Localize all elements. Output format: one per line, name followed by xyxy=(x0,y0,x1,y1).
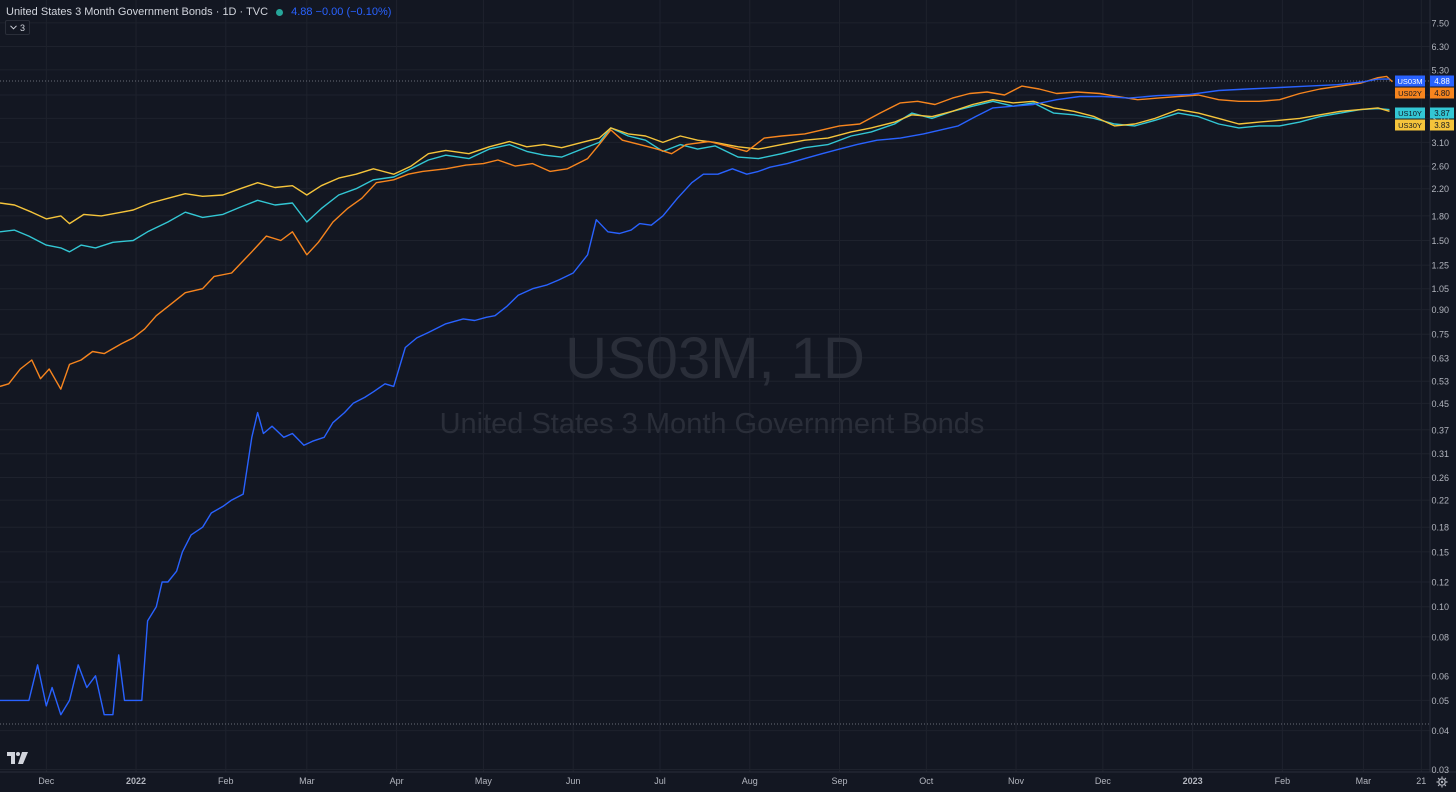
price-tick-label: 0.15 xyxy=(1431,547,1449,557)
time-tick-label: Mar xyxy=(299,776,315,786)
series-value-label: 3.87 xyxy=(1434,109,1450,118)
time-tick-label: Dec xyxy=(1095,776,1112,786)
tradingview-logo-icon[interactable] xyxy=(7,752,29,764)
price-tick-label: 0.37 xyxy=(1431,425,1449,435)
series-value-badge xyxy=(1430,107,1454,119)
price-lines xyxy=(0,80,1430,725)
price-tick-label: 7.50 xyxy=(1431,18,1449,28)
settings-gear-icon[interactable] xyxy=(1436,776,1448,788)
indicators-collapse-button[interactable]: 3 xyxy=(5,20,31,35)
price-tick-label: 1.05 xyxy=(1431,284,1449,294)
price-tick-label: 0.90 xyxy=(1431,305,1449,315)
price-tick-label: 6.30 xyxy=(1431,42,1449,52)
indicators-count: 3 xyxy=(20,22,26,33)
series-name-label: US30Y xyxy=(1398,121,1422,130)
series-lines[interactable] xyxy=(0,75,1393,716)
time-tick-label: 2023 xyxy=(1183,776,1203,786)
time-tick-label: Feb xyxy=(1275,776,1291,786)
price-tick-label: 0.63 xyxy=(1431,353,1449,363)
price-tick-label: 0.26 xyxy=(1431,473,1449,483)
series-name-badge xyxy=(1395,87,1425,99)
price-tick-label: 0.08 xyxy=(1431,632,1449,642)
price-tick-label: 0.22 xyxy=(1431,496,1449,506)
series-name-label: US10Y xyxy=(1398,109,1422,118)
time-tick-label: Mar xyxy=(1356,776,1372,786)
price-tick-label: 0.12 xyxy=(1431,578,1449,588)
series-value-label: 3.83 xyxy=(1434,121,1450,130)
series-value-label: 4.88 xyxy=(1434,77,1450,86)
series-labels: US03M 4.88 US02Y 4.80 US10Y 3.87 US30Y 3.83 xyxy=(1395,75,1454,131)
series-name-badge xyxy=(1395,75,1425,87)
series-value-badge xyxy=(1430,119,1454,131)
chart-header: United States 3 Month Government Bonds ·… xyxy=(6,4,391,20)
series-name-label: US03M xyxy=(1397,77,1422,86)
price-tick-label: 2.60 xyxy=(1431,162,1449,172)
series-line-us10y[interactable] xyxy=(0,100,1390,253)
price-tick-label: 0.06 xyxy=(1431,671,1449,681)
time-tick-label: Aug xyxy=(742,776,758,786)
series-value-label: 4.80 xyxy=(1434,89,1450,98)
price-tick-label: 0.03 xyxy=(1431,765,1449,775)
time-tick-label: 2022 xyxy=(126,776,146,786)
time-axis[interactable]: Dec 2022 Feb Mar Apr May Jun Jul Aug Sep Oct Nov Dec… xyxy=(38,776,1426,786)
time-tick-label: Jul xyxy=(654,776,666,786)
price-tick-label: 0.31 xyxy=(1431,449,1449,459)
time-tick-label: Sep xyxy=(831,776,847,786)
price-tick-label: 1.80 xyxy=(1431,211,1449,221)
series-line-us02y[interactable] xyxy=(0,75,1393,390)
price-tick-label: 0.75 xyxy=(1431,330,1449,340)
price-tick-label: 0.18 xyxy=(1431,523,1449,533)
series-name-badge xyxy=(1395,119,1425,131)
price-tick-label: 3.70 xyxy=(1431,114,1449,124)
last-price-quote: 4.88 −0.00 (−0.10%) xyxy=(291,6,392,18)
price-tick-label: 0.10 xyxy=(1431,602,1449,612)
series-line-us30y[interactable] xyxy=(0,99,1390,225)
price-tick-label: 1.50 xyxy=(1431,236,1449,246)
time-tick-label: Oct xyxy=(919,776,934,786)
price-tick-label: 5.30 xyxy=(1431,65,1449,75)
series-value-badge xyxy=(1430,87,1454,99)
price-tick-label: 2.20 xyxy=(1431,184,1449,194)
price-tick-label: 0.04 xyxy=(1431,726,1449,736)
watermark-symbol: US03M, 1D xyxy=(565,326,865,391)
series-name-label: US02Y xyxy=(1398,89,1422,98)
series-value-badge xyxy=(1430,75,1454,87)
price-tick-label: 3.10 xyxy=(1431,138,1449,148)
series-name-badge xyxy=(1395,107,1425,119)
price-tick-label: 0.45 xyxy=(1431,399,1449,409)
time-tick-label: Feb xyxy=(218,776,234,786)
symbol-title[interactable]: United States 3 Month Government Bonds ·… xyxy=(6,6,269,18)
watermark-description: United States 3 Month Government Bonds xyxy=(440,408,985,440)
price-tick-label: 0.05 xyxy=(1431,696,1449,706)
time-tick-label: 21 xyxy=(1416,776,1426,786)
grid xyxy=(0,0,1430,772)
time-tick-label: Dec xyxy=(38,776,55,786)
time-tick-label: Jun xyxy=(566,776,581,786)
price-axis[interactable]: 7.506.305.304.403.703.102.602.201.801.50… xyxy=(1431,18,1449,775)
time-tick-label: Apr xyxy=(390,776,404,786)
price-tick-label: 0.53 xyxy=(1431,377,1449,387)
chevron-down-icon xyxy=(10,25,17,30)
price-tick-label: 1.25 xyxy=(1431,261,1449,271)
market-open-dot-icon xyxy=(276,8,284,16)
series-line-us03m[interactable] xyxy=(0,78,1390,716)
time-tick-label: Nov xyxy=(1008,776,1025,786)
time-tick-label: May xyxy=(475,776,493,786)
